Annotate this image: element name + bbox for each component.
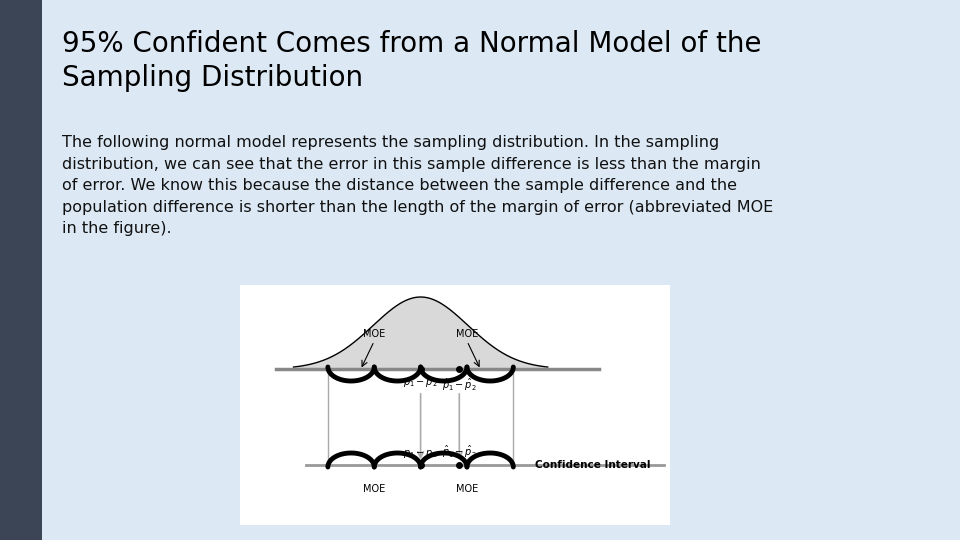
Text: Confidence Interval: Confidence Interval bbox=[535, 460, 650, 470]
Text: $p_1 - p_2$: $p_1 - p_2$ bbox=[403, 448, 438, 460]
Bar bbox=[240, 285, 670, 525]
Text: MOE: MOE bbox=[456, 484, 478, 494]
Polygon shape bbox=[294, 297, 548, 369]
Text: 95% Confident Comes from a Normal Model of the
Sampling Distribution: 95% Confident Comes from a Normal Model … bbox=[62, 30, 761, 91]
Text: The following normal model represents the sampling distribution. In the sampling: The following normal model represents th… bbox=[62, 135, 773, 237]
Text: MOE: MOE bbox=[363, 484, 385, 494]
Bar bbox=[0, 0, 42, 540]
Text: $p_1 - p_2$: $p_1 - p_2$ bbox=[403, 377, 438, 389]
Text: $\hat{p}_1 - \hat{p}_2$: $\hat{p}_1 - \hat{p}_2$ bbox=[442, 377, 477, 393]
Text: MOE: MOE bbox=[363, 329, 385, 339]
Text: MOE: MOE bbox=[456, 329, 478, 339]
Text: $\hat{p}_1 - \hat{p}_2$: $\hat{p}_1 - \hat{p}_2$ bbox=[442, 444, 477, 460]
